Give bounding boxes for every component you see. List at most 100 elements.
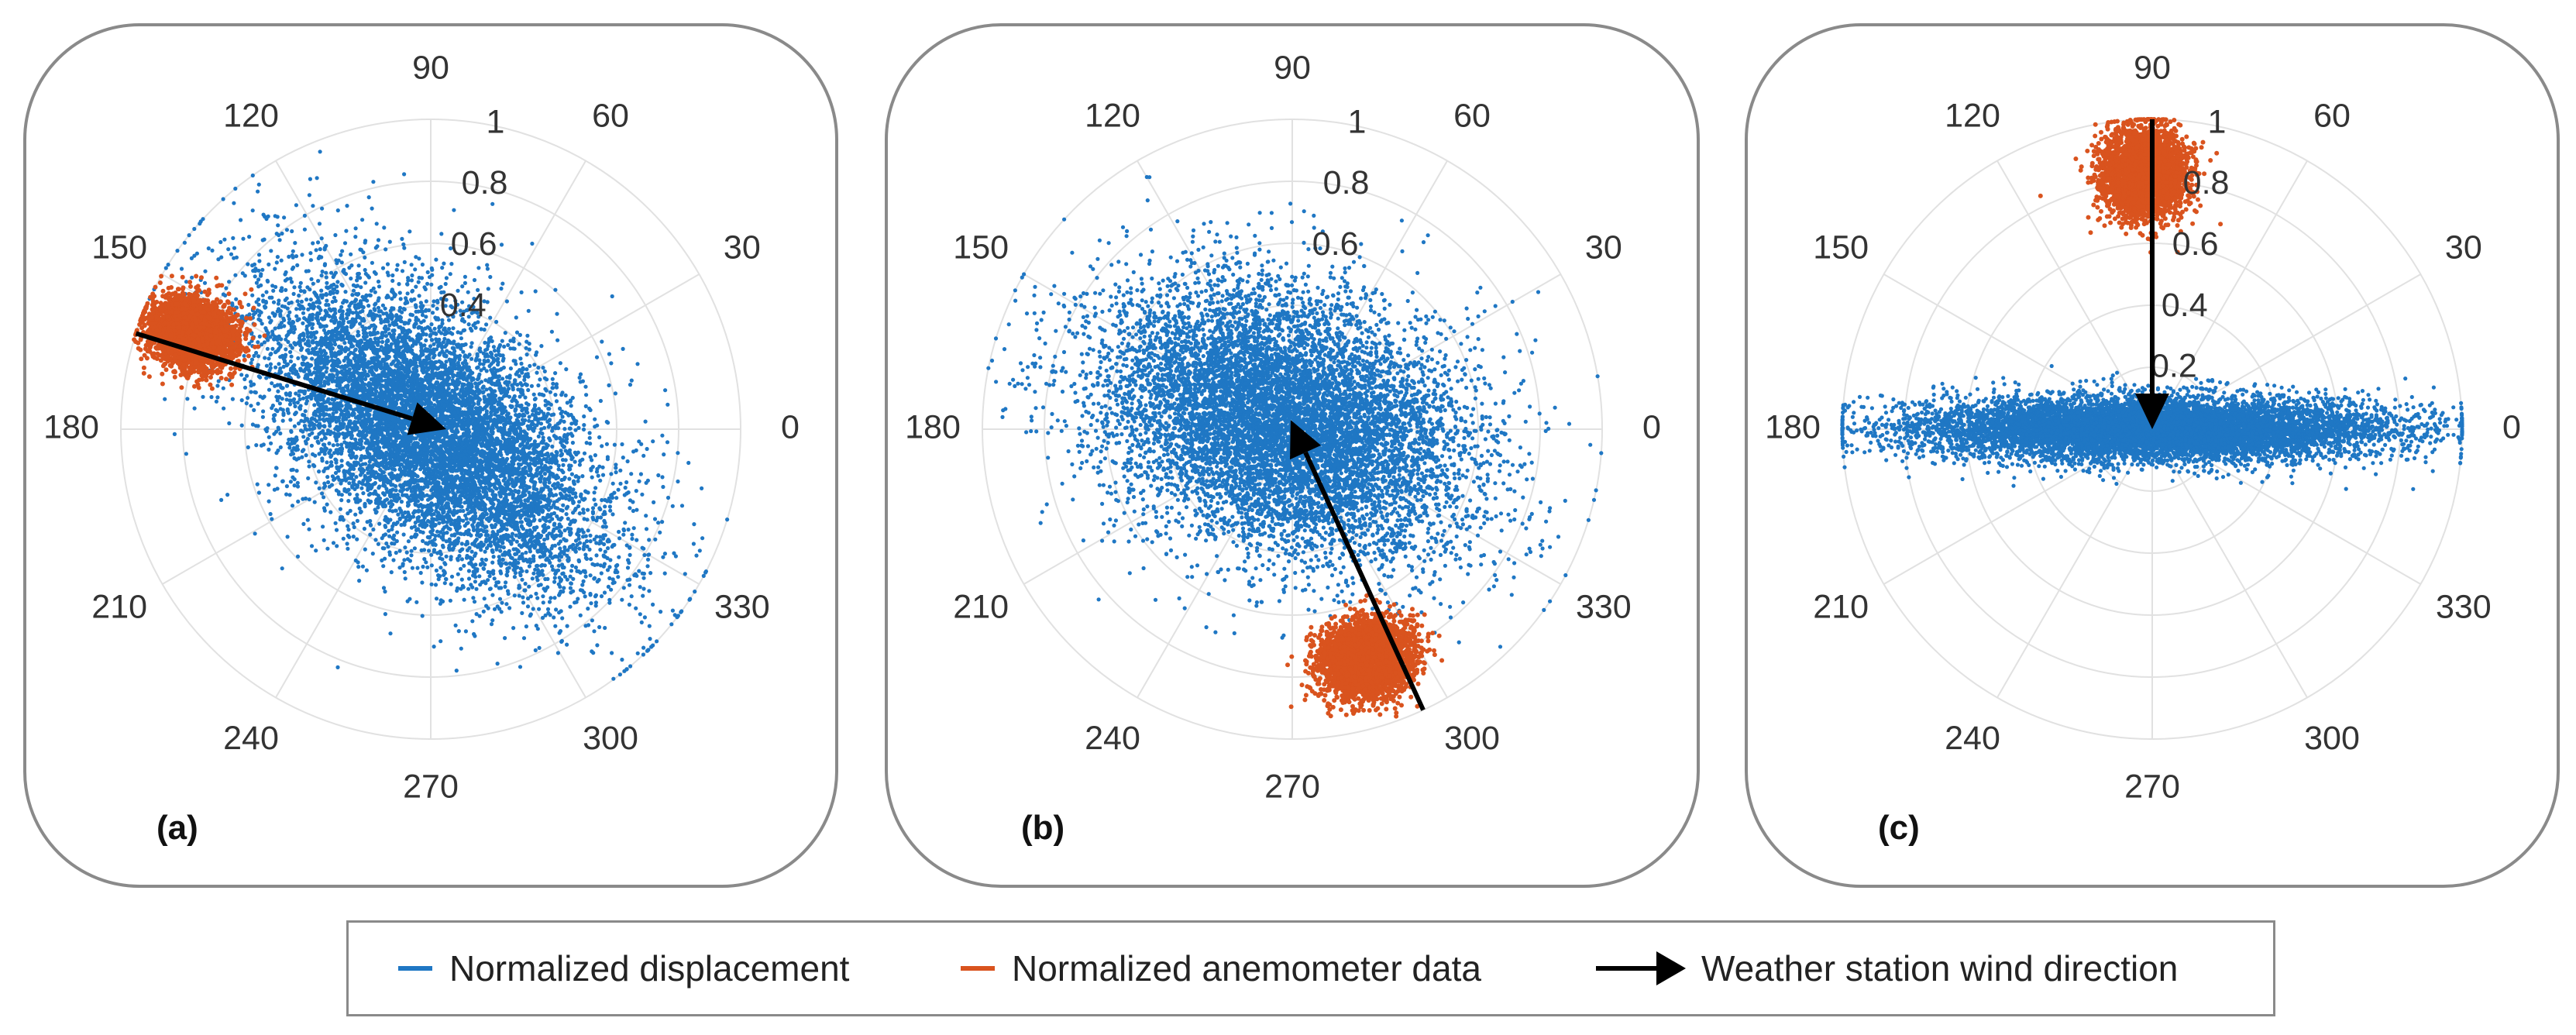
data-point: [307, 497, 311, 502]
data-point: [268, 511, 273, 517]
data-point: [652, 500, 656, 505]
data-point: [573, 507, 578, 511]
data-point: [384, 311, 389, 316]
data-point: [466, 576, 472, 581]
data-point: [163, 266, 168, 270]
data-point: [495, 662, 500, 666]
data-point: [355, 518, 359, 524]
data-point: [598, 398, 604, 404]
data-point: [563, 496, 569, 501]
data-point: [355, 537, 359, 542]
data-point: [387, 528, 391, 533]
data-point: [333, 270, 338, 275]
data-point: [508, 366, 514, 371]
data-point: [280, 566, 284, 571]
data-point: [547, 531, 552, 536]
data-point: [225, 493, 230, 497]
data-point: [335, 280, 340, 284]
data-point: [502, 344, 507, 349]
data-point: [469, 356, 474, 361]
data-point: [320, 206, 325, 211]
data-point: [629, 594, 634, 599]
data-point: [597, 506, 602, 511]
data-point: [569, 590, 573, 595]
data-point: [175, 249, 180, 253]
data-point: [376, 542, 380, 546]
data-point: [363, 377, 368, 381]
data-point: [538, 377, 542, 382]
data-point: [361, 491, 366, 496]
data-point: [432, 355, 436, 359]
data-point: [485, 266, 490, 271]
data-point: [346, 499, 351, 504]
data-point: [587, 435, 592, 440]
data-point: [449, 582, 453, 586]
data-point: [595, 423, 600, 428]
data-point: [589, 466, 593, 471]
data-point: [345, 445, 349, 449]
data-point: [386, 294, 390, 299]
data-point: [645, 648, 651, 652]
data-point: [536, 365, 541, 370]
data-point: [304, 395, 309, 400]
data-point: [270, 403, 275, 408]
data-point: [249, 361, 253, 366]
data-point: [277, 362, 281, 366]
data-point: [187, 233, 191, 238]
data-point: [635, 651, 640, 655]
data-point: [647, 538, 652, 542]
data-point: [414, 284, 418, 289]
data-point: [430, 267, 435, 272]
data-point: [485, 263, 490, 267]
data-point: [583, 404, 588, 408]
data-point: [278, 366, 283, 371]
data-point: [588, 455, 593, 459]
data-point: [395, 473, 400, 478]
data-point: [278, 431, 283, 436]
data-point: [322, 262, 328, 266]
data-point: [267, 315, 271, 320]
data-point: [594, 553, 599, 558]
data-point: [577, 529, 582, 534]
data-point: [425, 281, 430, 286]
data-point: [245, 373, 249, 378]
data-point: [523, 581, 528, 586]
data-point: [305, 518, 310, 522]
data-point: [559, 639, 564, 645]
data-point: [518, 356, 523, 361]
data-point: [573, 459, 577, 464]
data-point: [233, 186, 238, 191]
data-point: [288, 277, 293, 281]
data-point: [390, 273, 395, 278]
data-point: [356, 263, 361, 268]
data-point: [320, 491, 325, 496]
data-point: [652, 517, 658, 521]
data-point: [373, 507, 377, 512]
data-point: [584, 393, 589, 397]
data-point: [329, 270, 334, 275]
data-point: [335, 208, 340, 213]
data-point: [327, 441, 332, 446]
data-point: [659, 610, 663, 614]
data-point: [631, 526, 636, 531]
data-point: [538, 518, 542, 523]
data-point: [487, 363, 492, 369]
data-point: [376, 238, 381, 242]
data-point: [458, 548, 463, 554]
data-point: [261, 409, 266, 414]
data-point: [425, 270, 430, 274]
data-point: [561, 470, 566, 475]
data-point: [214, 399, 218, 404]
data-point: [487, 488, 493, 493]
data-point: [257, 259, 262, 263]
data-point: [593, 603, 598, 608]
data-point: [429, 552, 434, 557]
data-point: [697, 548, 702, 553]
data-point: [255, 482, 260, 487]
data-point: [483, 557, 489, 562]
data-point: [519, 290, 524, 294]
data-point: [258, 273, 263, 278]
data-point: [561, 503, 566, 507]
data-point: [408, 229, 412, 234]
data-point: [291, 291, 296, 296]
